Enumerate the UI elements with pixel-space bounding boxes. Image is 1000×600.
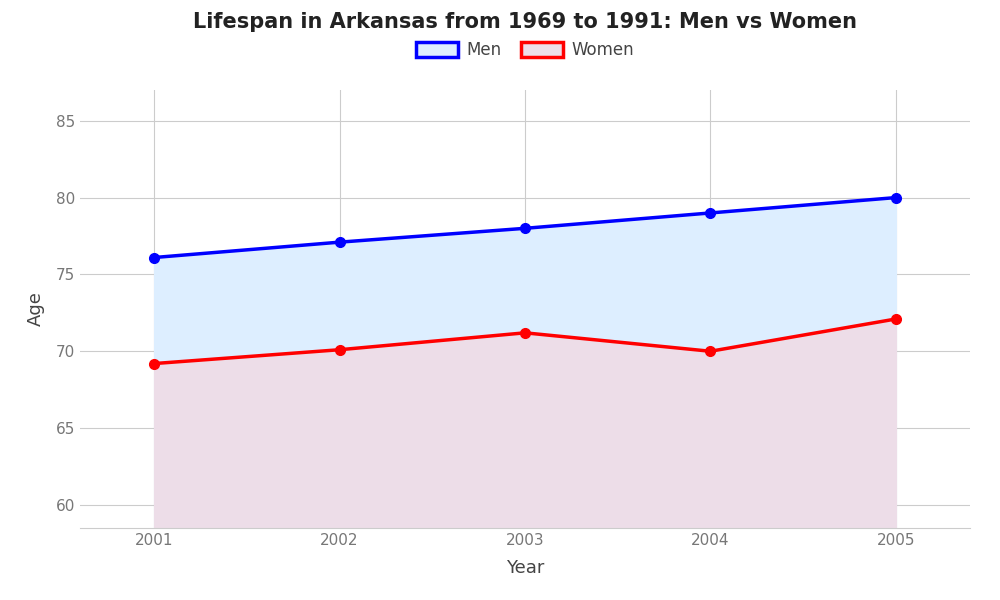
Men <box>704 209 716 217</box>
Women <box>519 329 531 337</box>
Women <box>148 360 160 367</box>
Men <box>519 225 531 232</box>
Men <box>890 194 902 201</box>
Women <box>890 316 902 323</box>
Men <box>148 254 160 261</box>
Men <box>334 239 346 246</box>
Title: Lifespan in Arkansas from 1969 to 1991: Men vs Women: Lifespan in Arkansas from 1969 to 1991: … <box>193 11 857 31</box>
Legend: Men, Women: Men, Women <box>416 41 634 59</box>
Y-axis label: Age: Age <box>27 292 45 326</box>
Line: Women: Women <box>149 314 901 368</box>
Women <box>704 347 716 355</box>
X-axis label: Year: Year <box>506 559 544 577</box>
Women <box>334 346 346 353</box>
Line: Men: Men <box>149 193 901 262</box>
